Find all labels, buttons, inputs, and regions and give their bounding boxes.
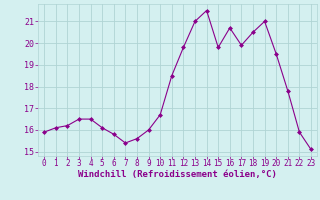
X-axis label: Windchill (Refroidissement éolien,°C): Windchill (Refroidissement éolien,°C) (78, 170, 277, 179)
